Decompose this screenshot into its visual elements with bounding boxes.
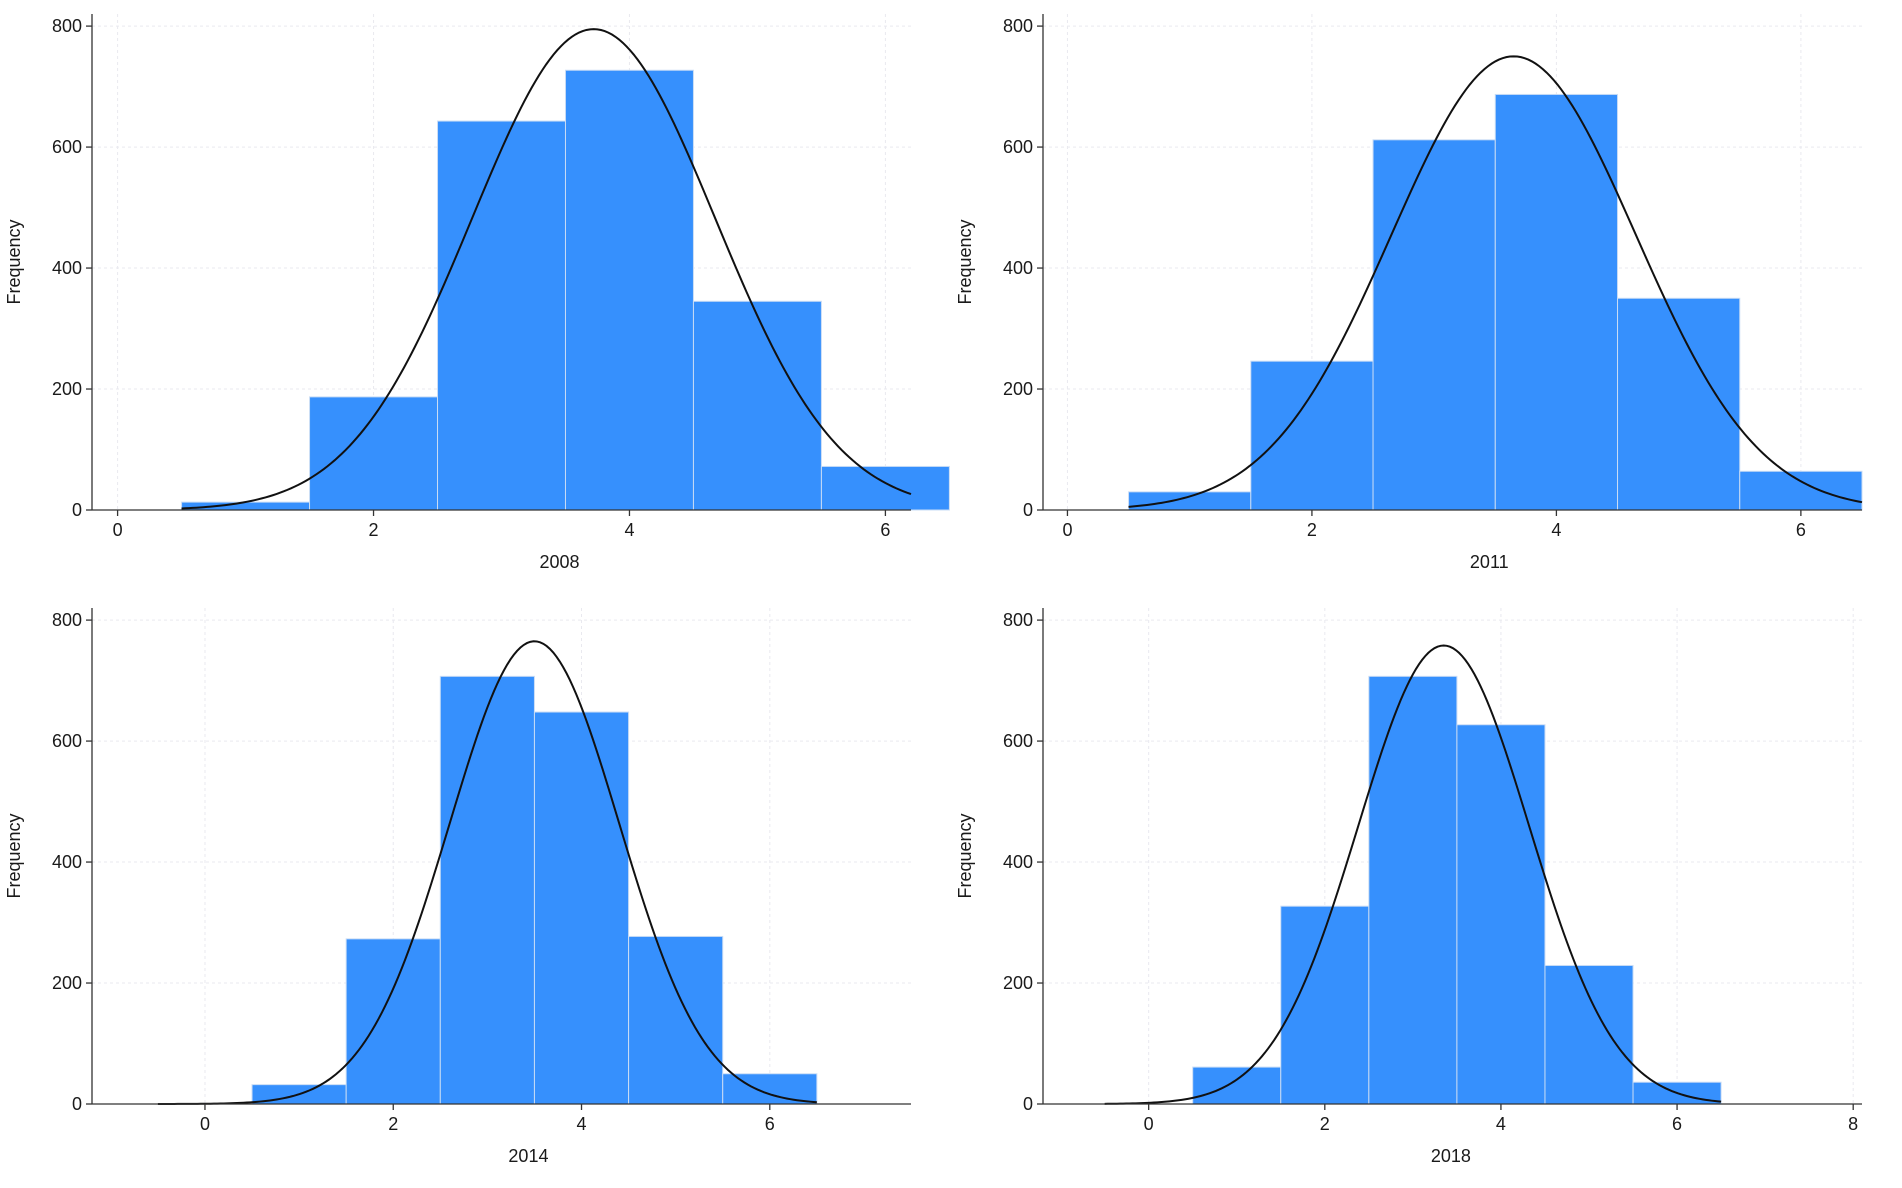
y-tick-label: 0 [1023, 1094, 1033, 1114]
histogram-panel-2014: 0 200 400 600 800 0 2 4 6 2014 Frequency [0, 594, 951, 1188]
histogram-panel-2011: 0 200 400 600 800 0 2 4 6 2011 Frequency [951, 0, 1902, 594]
histogram-bar [692, 300, 822, 511]
y-tick-label: 0 [1023, 500, 1033, 520]
histogram-panel-2018: 0 200 400 600 800 0 2 4 6 8 2018 Frequency [951, 594, 1902, 1188]
x-tick-label: 2 [388, 1114, 398, 1134]
histogram-bar [1739, 470, 1863, 511]
histogram-bar [437, 120, 566, 511]
x-tick-label: 0 [113, 520, 123, 540]
x-tick-label: 6 [765, 1114, 775, 1134]
x-tick-label: 4 [1551, 520, 1561, 540]
histogram-bar [820, 465, 950, 511]
x-tick-label: 0 [1144, 1114, 1154, 1134]
y-tick-label: 600 [1003, 137, 1033, 157]
y-axis-title: Frequency [4, 813, 24, 898]
histogram-bar [1128, 491, 1252, 511]
y-tick-label: 400 [52, 258, 82, 278]
histogram-bar [1372, 139, 1496, 511]
normal-density-curve [181, 28, 912, 510]
x-tick-label: 0 [1062, 520, 1072, 540]
bars [1128, 93, 1863, 511]
normal-density-curve [1104, 644, 1722, 1105]
histogram-bar [1456, 724, 1546, 1105]
y-axis-title: Frequency [955, 813, 975, 898]
y-tick-label: 800 [1003, 16, 1033, 36]
histogram-bar [1368, 675, 1458, 1105]
y-tick-label: 800 [1003, 610, 1033, 630]
y-tick-label: 400 [52, 852, 82, 872]
y-tick-label: 800 [52, 610, 82, 630]
histogram-bar [1192, 1066, 1282, 1105]
x-axis-title: 2011 [1470, 552, 1509, 572]
histogram-bar [439, 675, 535, 1105]
y-tick-label: 200 [1003, 379, 1033, 399]
y-tick-label: 600 [52, 731, 82, 751]
histogram-bar [1280, 905, 1370, 1105]
histogram-bar [309, 396, 439, 511]
histogram-2018-svg: 0 200 400 600 800 0 2 4 6 8 2018 Frequency [955, 608, 1862, 1166]
x-axis-title: 2018 [1431, 1146, 1471, 1166]
y-axis-title: Frequency [4, 219, 24, 304]
y-tick-label: 0 [72, 1094, 82, 1114]
bars [1192, 675, 1722, 1105]
histogram-bar [1494, 93, 1619, 511]
x-tick-label: 6 [1672, 1114, 1682, 1134]
histogram-bar [345, 938, 441, 1105]
y-tick-label: 200 [1003, 973, 1033, 993]
normal-density-curve [157, 640, 817, 1105]
x-axis-title: 2008 [539, 552, 579, 572]
x-tick-label: 6 [1796, 520, 1806, 540]
normal-density-curve [1128, 55, 1863, 508]
y-tick-label: 600 [1003, 731, 1033, 751]
y-tick-label: 600 [52, 137, 82, 157]
y-tick-label: 400 [1003, 258, 1033, 278]
bars [181, 69, 950, 511]
x-axis-title: 2014 [508, 1146, 548, 1166]
y-tick-label: 0 [72, 500, 82, 520]
x-tick-label: 0 [200, 1114, 210, 1134]
x-tick-label: 4 [1496, 1114, 1506, 1134]
histogram-bar [1617, 297, 1741, 511]
y-axis-title: Frequency [955, 219, 975, 304]
y-tick-label: 400 [1003, 852, 1033, 872]
histogram-bar [181, 501, 311, 511]
histogram-panel-2008: 0 200 400 600 800 0 2 4 6 2008 Frequency [0, 0, 951, 594]
x-tick-label: 6 [880, 520, 890, 540]
histogram-bar [564, 69, 694, 511]
y-tick-label: 200 [52, 379, 82, 399]
x-tick-label: 2 [369, 520, 379, 540]
histogram-bar [1250, 360, 1374, 511]
y-tick-label: 200 [52, 973, 82, 993]
x-tick-label: 4 [577, 1114, 587, 1134]
histogram-bar [533, 711, 630, 1105]
y-tick-label: 800 [52, 16, 82, 36]
histogram-2011-svg: 0 200 400 600 800 0 2 4 6 2011 Frequency [955, 14, 1863, 572]
histogram-bar [1544, 964, 1634, 1105]
x-tick-label: 2 [1307, 520, 1317, 540]
x-tick-label: 8 [1848, 1114, 1858, 1134]
x-tick-label: 4 [624, 520, 634, 540]
x-tick-label: 2 [1320, 1114, 1330, 1134]
histogram-bar [628, 935, 724, 1105]
histogram-2014-svg: 0 200 400 600 800 0 2 4 6 2014 Frequency [4, 608, 911, 1166]
bars [251, 675, 818, 1105]
histogram-2008-svg: 0 200 400 600 800 0 2 4 6 2008 Frequency [4, 14, 950, 572]
